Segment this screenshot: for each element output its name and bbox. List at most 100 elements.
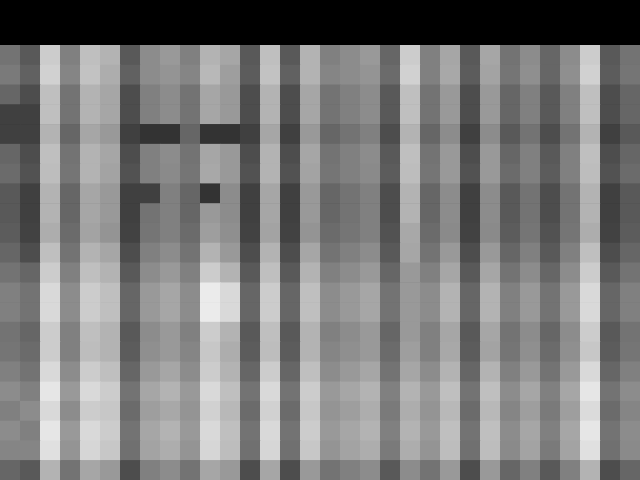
cell bbox=[620, 401, 640, 421]
cell bbox=[400, 183, 421, 203]
cell bbox=[580, 65, 601, 85]
cell bbox=[320, 421, 341, 441]
cell bbox=[20, 85, 41, 105]
cell bbox=[120, 45, 141, 65]
cell bbox=[200, 421, 221, 441]
cell bbox=[360, 243, 381, 263]
cell bbox=[280, 421, 301, 441]
cell bbox=[340, 124, 361, 144]
cell bbox=[120, 104, 141, 124]
cell bbox=[360, 164, 381, 184]
cell bbox=[440, 440, 461, 460]
cell bbox=[20, 263, 41, 283]
cell bbox=[320, 124, 341, 144]
cell bbox=[60, 45, 81, 65]
cell bbox=[120, 282, 141, 302]
cell bbox=[600, 342, 621, 362]
cell bbox=[160, 263, 181, 283]
cell bbox=[100, 322, 121, 342]
cell bbox=[280, 164, 301, 184]
cell bbox=[320, 401, 341, 421]
cell bbox=[560, 144, 581, 164]
cell bbox=[20, 65, 41, 85]
cell bbox=[160, 45, 181, 65]
cell bbox=[500, 322, 521, 342]
cell bbox=[40, 381, 61, 401]
cell bbox=[200, 401, 221, 421]
cell bbox=[180, 342, 201, 362]
cell bbox=[420, 164, 441, 184]
cell bbox=[420, 322, 441, 342]
cell bbox=[560, 282, 581, 302]
cell bbox=[600, 421, 621, 441]
cell bbox=[140, 124, 161, 144]
cell bbox=[620, 381, 640, 401]
cell bbox=[320, 440, 341, 460]
cell bbox=[560, 381, 581, 401]
cell bbox=[400, 45, 421, 65]
cell bbox=[300, 440, 321, 460]
cell bbox=[40, 302, 61, 322]
cell bbox=[120, 322, 141, 342]
cell bbox=[80, 282, 101, 302]
cell bbox=[260, 183, 281, 203]
cell bbox=[280, 203, 301, 223]
cell bbox=[60, 164, 81, 184]
cell bbox=[460, 203, 481, 223]
cell bbox=[440, 223, 461, 243]
cell bbox=[440, 302, 461, 322]
cell bbox=[480, 124, 501, 144]
cell bbox=[240, 183, 261, 203]
cell bbox=[280, 243, 301, 263]
cell bbox=[340, 401, 361, 421]
cell bbox=[600, 361, 621, 381]
cell bbox=[40, 361, 61, 381]
cell bbox=[340, 302, 361, 322]
cell bbox=[360, 361, 381, 381]
cell bbox=[500, 45, 521, 65]
cell bbox=[240, 381, 261, 401]
cell bbox=[160, 164, 181, 184]
cell bbox=[560, 65, 581, 85]
cell bbox=[80, 263, 101, 283]
cell bbox=[340, 460, 361, 480]
cell bbox=[480, 460, 501, 480]
cell bbox=[360, 124, 381, 144]
cell bbox=[40, 460, 61, 480]
cell bbox=[520, 124, 541, 144]
cell bbox=[360, 45, 381, 65]
cell bbox=[300, 421, 321, 441]
cell bbox=[60, 263, 81, 283]
cell bbox=[400, 282, 421, 302]
cell bbox=[560, 401, 581, 421]
cell bbox=[320, 282, 341, 302]
cell bbox=[500, 104, 521, 124]
cell bbox=[440, 144, 461, 164]
cell bbox=[260, 381, 281, 401]
cell bbox=[60, 203, 81, 223]
cell bbox=[200, 361, 221, 381]
cell bbox=[60, 361, 81, 381]
cell bbox=[380, 164, 401, 184]
cell bbox=[480, 282, 501, 302]
cell bbox=[180, 104, 201, 124]
cell bbox=[480, 361, 501, 381]
cell bbox=[540, 104, 561, 124]
cell bbox=[420, 45, 441, 65]
cell bbox=[580, 381, 601, 401]
cell bbox=[400, 243, 421, 263]
cell bbox=[0, 203, 21, 223]
cell bbox=[180, 440, 201, 460]
cell bbox=[260, 282, 281, 302]
cell bbox=[400, 85, 421, 105]
cell bbox=[580, 144, 601, 164]
cell bbox=[380, 460, 401, 480]
cell bbox=[100, 421, 121, 441]
cell bbox=[40, 401, 61, 421]
cell bbox=[600, 85, 621, 105]
cell bbox=[540, 302, 561, 322]
cell bbox=[100, 243, 121, 263]
cell bbox=[540, 282, 561, 302]
cell bbox=[240, 361, 261, 381]
cell bbox=[0, 243, 21, 263]
